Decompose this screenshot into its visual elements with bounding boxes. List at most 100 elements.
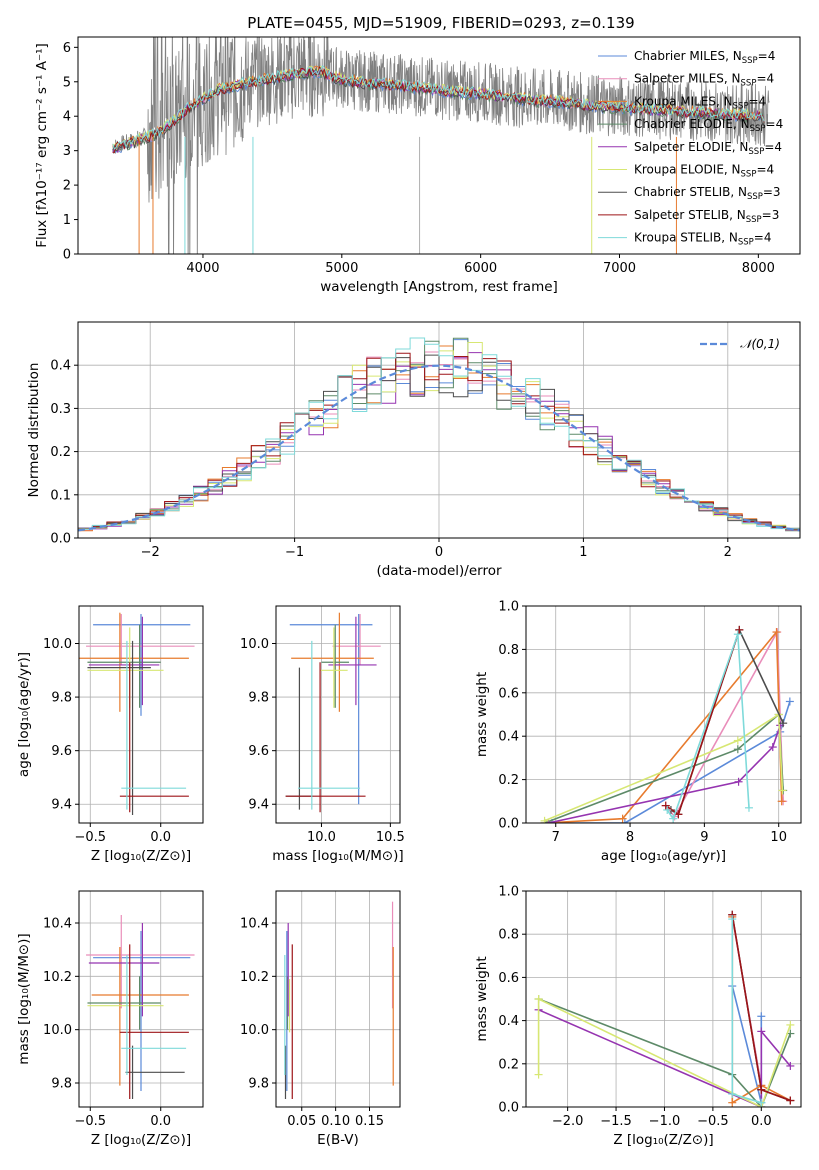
legend-label-sub: SSP <box>748 147 764 157</box>
histogram-step-kroupa-stelib <box>78 337 800 530</box>
y-tick-label: 0.2 <box>498 773 519 788</box>
plot-area <box>285 612 381 813</box>
axes-decoration: −2.0 −1.5 −1.0 −0.5 0.0 0.0 0.2 0.4 0.6 0.8 1.0 Z [… <box>474 885 802 1148</box>
plot-area <box>79 612 195 815</box>
x-tick-label: −1.0 <box>649 1114 681 1129</box>
series-line <box>544 713 784 822</box>
y-tick-label: 1 <box>63 213 71 228</box>
chart-age_vs_mass: 10.0 10.5 9.4 9.6 9.8 10.0 mass [log₁₀(M/M⊙)] <box>240 605 405 864</box>
legend-label-tail: =4 <box>766 117 784 131</box>
y-tick-label: 5 <box>63 75 71 90</box>
y-tick-label: 0.8 <box>498 928 519 943</box>
x-tick-label: 0.05 <box>287 1114 316 1129</box>
legend-label-kroupa-miles: Kroupa MILES, NSSP=4 <box>634 94 766 111</box>
y-tick-label: 0.4 <box>498 730 519 745</box>
axes-decoration: 4000 5000 6000 7000 8000 0 1 2 3 4 5 6 wavelength [A… <box>34 36 801 295</box>
legend-label-tail: =3 <box>762 208 780 222</box>
plot-area <box>534 910 795 1107</box>
x-tick-label: 0.0 <box>150 830 171 845</box>
y-tick-label: 10.0 <box>240 1023 269 1038</box>
y-tick-label: 10.2 <box>43 970 72 985</box>
x-tick-label: 6000 <box>464 261 497 276</box>
series-line <box>538 998 792 1107</box>
legend-label-base: Salpeter MILES, N <box>634 72 741 86</box>
x-tick-label: 10.0 <box>307 830 336 845</box>
errorbar-chabrier-stelib <box>125 1045 185 1099</box>
y-tick-label: 9.6 <box>51 744 72 759</box>
y-tick-label: 4 <box>63 110 71 125</box>
y-tick-label: 9.4 <box>51 798 72 813</box>
legend-label-tail: =4 <box>764 140 782 154</box>
series-line <box>544 629 783 823</box>
series-kroupa-stelib <box>728 915 766 1107</box>
x-axis-label: Z [log₁₀(Z/Z⊙)] <box>613 1132 713 1148</box>
errorbar-salpeter-elodie <box>88 616 160 706</box>
x-tick-label: 1 <box>579 545 587 560</box>
legend-label-base: Kroupa MILES, N <box>634 94 733 108</box>
x-tick-label: −1.5 <box>600 1114 632 1129</box>
legend-label-chabrier-elodie: Chabrier ELODIE, NSSP=4 <box>634 117 783 134</box>
errorbar-kroupa-miles <box>91 947 189 1086</box>
x-tick-label: 0.10 <box>321 1114 350 1129</box>
y-tick-label: 9.8 <box>51 1077 72 1092</box>
series-line <box>537 997 792 1107</box>
series-kroupa-elodie <box>534 995 795 1107</box>
y-tick-label: 0.8 <box>498 643 519 658</box>
y-axis-label: Flux [fλ10⁻¹⁷ erg cm⁻² s⁻¹ A⁻¹] <box>34 43 50 248</box>
x-axis-label: wavelength [Angstrom, rest frame] <box>320 279 558 295</box>
y-tick-label: 1.0 <box>498 885 519 900</box>
y-tick-label: 0.2 <box>50 445 71 460</box>
x-tick-label: 0.0 <box>751 1114 772 1129</box>
legend-label-sub: SSP <box>746 215 762 225</box>
y-tick-label: 0.0 <box>498 1101 519 1116</box>
chart-massweight_vs_age: 7 8 9 10 0.0 0.2 0.4 0.6 0.8 1.0 age [log₁₀(age/yr… <box>474 600 802 864</box>
errorbar-kroupa-elodie <box>87 979 164 1033</box>
x-axis-label: Z [log₁₀(Z/Z⊙)] <box>91 1132 191 1148</box>
x-tick-label: 7000 <box>603 261 636 276</box>
series-salpeter-stelib <box>728 910 795 1105</box>
legend-label-base: Kroupa ELODIE, N <box>634 163 741 177</box>
legend-label-chabrier-miles: Chabrier MILES, NSSP=4 <box>634 49 775 66</box>
legend-label-sub: SSP <box>733 101 749 111</box>
normal-curve <box>78 364 800 532</box>
plot-area <box>86 915 195 1099</box>
y-tick-label: 0.0 <box>498 817 519 832</box>
legend-label-base: Chabrier ELODIE, N <box>634 117 750 131</box>
plot-area <box>78 337 800 532</box>
errorbar-salpeter-stelib <box>119 662 189 813</box>
legend-label-tail: =4 <box>758 49 776 63</box>
errorbar-salpeter-stelib <box>285 662 366 813</box>
y-axis-label: mass weight <box>474 956 490 1041</box>
x-tick-label: 8 <box>626 830 634 845</box>
legend-label-base: Kroupa STELIB, N <box>634 231 738 245</box>
legend-label-sub: SSP <box>738 238 754 248</box>
legend-label-salpeter-stelib: Salpeter STELIB, NSSP=3 <box>634 208 779 225</box>
y-tick-label: 10.4 <box>240 917 269 932</box>
model-spectrum-kroupa-stelib <box>112 64 765 150</box>
y-tick-label: 0.4 <box>50 359 71 374</box>
legend-label-base: Chabrier MILES, N <box>634 49 742 63</box>
legend-label-base: Salpeter STELIB, N <box>634 208 746 222</box>
axes-decoration: −0.5 0.0 9.8 10.0 10.2 10.4 Z [log₁₀(Z/Z⊙)] mas… <box>16 890 204 1148</box>
x-tick-label: 10.5 <box>376 830 405 845</box>
y-tick-label: 0.3 <box>50 402 71 417</box>
x-tick-label: 0.0 <box>150 1114 171 1129</box>
legend-label-sub: SSP <box>741 79 757 89</box>
errorbar-chabrier-elodie <box>87 976 161 1030</box>
y-tick-label: 9.4 <box>248 798 269 813</box>
legend-label-tail: =3 <box>763 185 781 199</box>
axes-decoration: −0.5 0.0 9.4 9.6 9.8 10.0 Z [log₁₀(Z/Z⊙)] age [… <box>16 605 204 864</box>
y-tick-label: 9.8 <box>248 1077 269 1092</box>
x-axis-label: Z [log₁₀(Z/Z⊙)] <box>91 848 191 864</box>
errorbar-salpeter-miles <box>86 915 195 1009</box>
legend-label-kroupa-stelib: Kroupa STELIB, NSSP=4 <box>634 231 772 248</box>
y-tick-label: 0.6 <box>498 686 519 701</box>
errorbar-kroupa-elodie <box>320 627 348 708</box>
y-tick-label: 6 <box>63 41 71 56</box>
series-line <box>538 1009 791 1107</box>
y-axis-label: age [log₁₀(age/yr)] <box>16 652 32 777</box>
axes-frame <box>78 605 204 824</box>
chart-residual_histogram: −2 −1 0 1 2 0.0 0.1 0.2 0.3 0.4 (data-model)/error… <box>26 321 801 579</box>
y-tick-label: 9.8 <box>248 691 269 706</box>
